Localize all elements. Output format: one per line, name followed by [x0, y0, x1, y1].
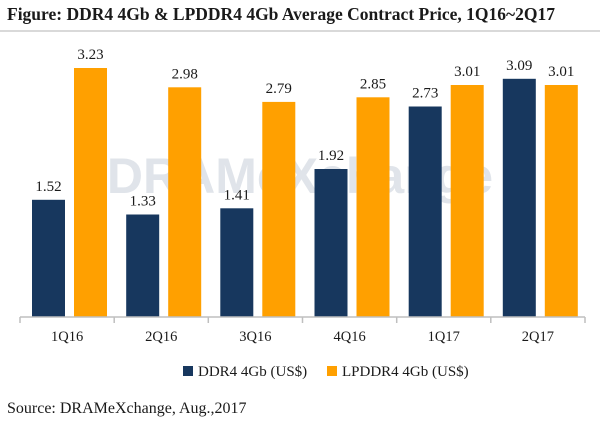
value-label: 2.79: [266, 81, 292, 97]
bar-lpddr4-2Q17: [544, 85, 578, 317]
x-tick-label: 1Q17: [428, 329, 460, 345]
value-labels-layer: 1.52 3.23 1.33 2.98 1.41 2.79 1.92 2.85 2.73 3.01…: [35, 47, 574, 210]
bar-ddr4-1Q16: [32, 199, 65, 317]
bar-lpddr4-4Q16: [356, 97, 390, 317]
value-label: 1.52: [35, 179, 61, 195]
legend-swatch-lpddr4: [327, 366, 337, 376]
value-label: 2.85: [360, 76, 386, 92]
x-ticks-layer: [19, 317, 586, 323]
bar-lpddr4-1Q17: [450, 85, 484, 317]
x-tick-label: 4Q16: [333, 329, 365, 345]
legend-swatch-ddr4: [183, 366, 193, 376]
value-label: 3.01: [454, 64, 480, 80]
source-note: Source: DRAMeXchange, Aug.,2017: [7, 400, 247, 417]
x-tick-labels-layer: 1Q16 2Q16 3Q16 4Q16 1Q17 2Q17: [51, 329, 554, 345]
bar-ddr4-2Q17: [502, 78, 536, 317]
value-label: 2.73: [412, 86, 438, 102]
x-tick-label: 2Q17: [522, 329, 554, 345]
value-label: 3.01: [548, 64, 574, 80]
x-tick-label: 1Q16: [51, 329, 83, 345]
legend-label-lpddr4: LPDDR4 4Gb (US$): [342, 364, 469, 380]
bar-lpddr4-3Q16: [262, 101, 296, 318]
title-divider: [0, 30, 600, 32]
bar-chart: DRAMeXchange 1.523.231.332.981.412.791.9…: [19, 47, 586, 380]
x-tick-label: 2Q16: [145, 329, 177, 345]
bar-ddr4-3Q16: [220, 208, 254, 317]
bar-ddr4-2Q16: [126, 214, 160, 317]
value-label: 2.98: [172, 66, 198, 82]
bar-ddr4-1Q17: [408, 106, 442, 317]
legend: DDR4 4Gb (US$) LPDDR4 4Gb (US$): [183, 364, 469, 380]
value-label: 1.33: [130, 194, 156, 210]
bar-ddr4-4Q16: [314, 169, 348, 317]
x-tick-label: 3Q16: [239, 329, 271, 345]
value-label: 3.23: [77, 47, 103, 63]
legend-label-ddr4: DDR4 4Gb (US$): [198, 364, 307, 380]
value-label: 3.09: [506, 58, 532, 74]
bars-layer: [32, 68, 578, 318]
bar-lpddr4-2Q16: [168, 87, 202, 317]
chart-title: Figure: DDR4 4Gb & LPDDR4 4Gb Average Co…: [7, 4, 555, 24]
value-label: 1.92: [318, 148, 344, 164]
bar-lpddr4-1Q16: [74, 68, 107, 317]
value-label: 1.41: [224, 187, 250, 203]
